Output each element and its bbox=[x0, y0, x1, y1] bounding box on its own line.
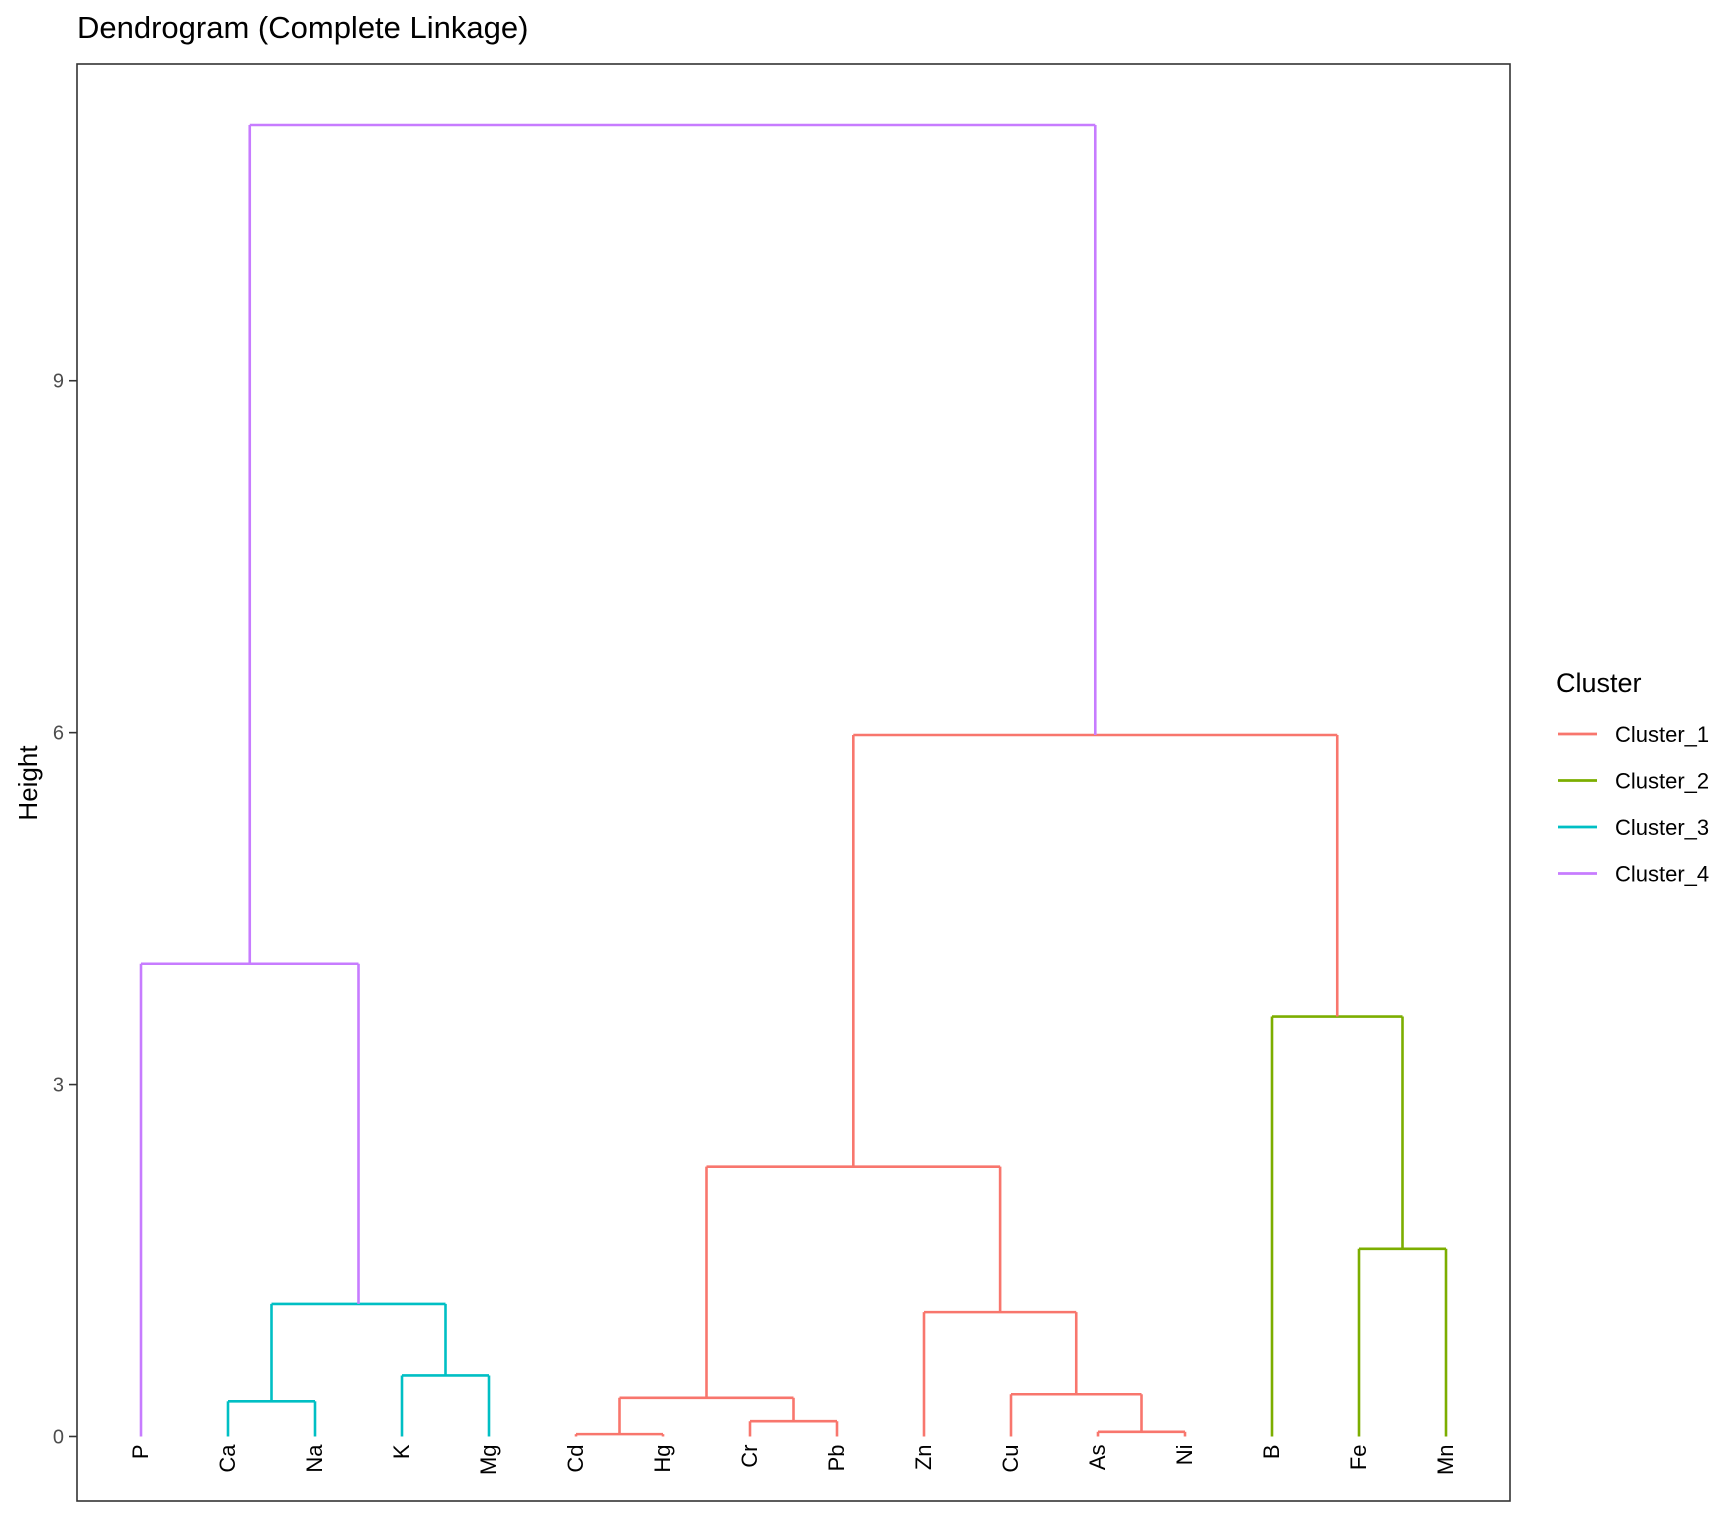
y-axis: 0 3 6 9 bbox=[53, 371, 77, 1448]
leaf-label-mg: Mg bbox=[476, 1444, 501, 1475]
legend-entries: Cluster_1 Cluster_2 Cluster_3 Cluster_4 bbox=[1558, 722, 1709, 887]
leaf-label-fe: Fe bbox=[1346, 1444, 1371, 1470]
y-tick-label: 6 bbox=[53, 723, 64, 745]
y-axis-label: Height bbox=[13, 745, 43, 821]
chart-title: Dendrogram (Complete Linkage) bbox=[77, 10, 528, 45]
y-tick-label: 9 bbox=[53, 371, 64, 393]
leaf-label-cu: Cu bbox=[998, 1444, 1023, 1472]
leaf-label-pb: Pb bbox=[824, 1444, 849, 1471]
leaf-label-ni: Ni bbox=[1172, 1444, 1197, 1465]
dendrogram-branches bbox=[139, 123, 1448, 1437]
leaf-label-as: As bbox=[1085, 1444, 1110, 1470]
legend-label-cluster_2: Cluster_2 bbox=[1615, 769, 1709, 794]
leaf-label-mn: Mn bbox=[1433, 1444, 1458, 1475]
legend: Cluster Cluster_1Cluster_2Cluster_3Clust… bbox=[1556, 668, 1709, 887]
leaf-label-na: Na bbox=[302, 1444, 327, 1473]
legend-label-cluster_3: Cluster_3 bbox=[1615, 815, 1709, 840]
y-tick-label: 3 bbox=[53, 1075, 64, 1097]
leaf-label-cd: Cd bbox=[563, 1444, 588, 1472]
legend-label-cluster_4: Cluster_4 bbox=[1615, 862, 1709, 887]
leaf-label-hg: Hg bbox=[650, 1444, 675, 1472]
leaf-label-zn: Zn bbox=[911, 1444, 936, 1470]
leaf-label-p: P bbox=[128, 1444, 153, 1459]
leaf-label-k: K bbox=[389, 1444, 414, 1459]
legend-label-cluster_1: Cluster_1 bbox=[1615, 722, 1709, 747]
leaf-labels: P Ca Na K Mg Cd Hg Cr Pb Zn Cu As Ni B Fe Mn bbox=[128, 1444, 1458, 1475]
legend-title: Cluster bbox=[1556, 668, 1642, 698]
y-tick-label: 0 bbox=[53, 1426, 64, 1448]
leaf-label-ca: Ca bbox=[215, 1444, 240, 1473]
leaf-label-b: B bbox=[1259, 1444, 1284, 1459]
plot-panel-border bbox=[76, 63, 1511, 1502]
leaf-label-cr: Cr bbox=[737, 1444, 762, 1467]
